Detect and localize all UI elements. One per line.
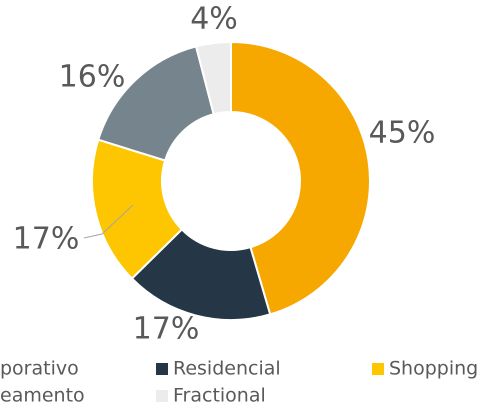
slice [130, 227, 272, 321]
legend-swatch [372, 363, 384, 375]
data-label: 17% [13, 222, 80, 257]
legend-label: eamento [0, 385, 85, 407]
data-label: 45% [369, 116, 436, 151]
legend-label: Shopping [389, 358, 478, 380]
data-label: 4% [190, 2, 238, 37]
leader-line [83, 204, 134, 239]
legend-label: Residencial [173, 358, 281, 380]
data-label: 17% [133, 312, 200, 347]
legend-label: Fractional [173, 385, 266, 407]
legend-swatch [156, 363, 168, 375]
slice [194, 40, 232, 116]
slice [230, 40, 371, 316]
data-label: 16% [59, 60, 126, 95]
slice [91, 138, 184, 280]
legend-swatch [156, 390, 168, 402]
legend-label: porativo [0, 358, 79, 380]
